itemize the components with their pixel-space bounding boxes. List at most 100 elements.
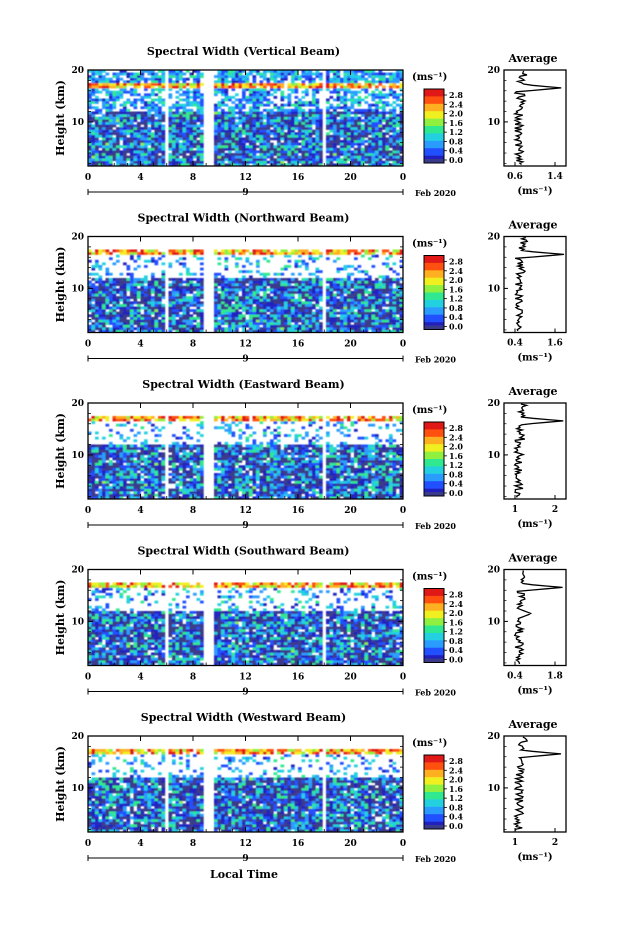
heatmap-cell bbox=[333, 309, 337, 312]
heatmap-cell bbox=[277, 108, 281, 112]
heatmap-cell bbox=[182, 293, 187, 297]
heatmap-cell bbox=[140, 319, 145, 323]
heatmap-cell bbox=[375, 322, 379, 325]
heatmap-cell bbox=[221, 285, 225, 289]
heatmap-cell bbox=[168, 134, 173, 138]
heatmap-cell bbox=[399, 278, 404, 281]
heatmap-cell bbox=[326, 290, 330, 294]
heatmap-cell bbox=[109, 290, 113, 294]
heatmap-cell bbox=[305, 265, 309, 268]
heatmap-cell bbox=[266, 249, 271, 253]
heatmap-cell bbox=[221, 311, 225, 315]
heatmap-cell bbox=[340, 106, 344, 110]
heatmap-cell bbox=[378, 327, 383, 331]
heatmap-cell bbox=[399, 85, 404, 89]
heatmap-cell bbox=[175, 150, 180, 154]
heatmap-cell bbox=[301, 290, 306, 294]
heatmap-cell bbox=[385, 298, 390, 302]
heatmap-cell bbox=[273, 75, 278, 78]
heatmap-cell bbox=[182, 114, 187, 117]
heatmap-cell bbox=[266, 142, 271, 146]
heatmap-cell bbox=[182, 80, 187, 84]
heatmap-cell bbox=[315, 155, 320, 159]
heatmap-cell bbox=[305, 114, 309, 117]
heatmap-cell bbox=[186, 267, 190, 271]
heatmap-cell bbox=[123, 290, 127, 294]
heatmap-cell bbox=[105, 314, 110, 318]
heatmap-cell bbox=[343, 124, 348, 128]
heatmap-cell bbox=[200, 311, 204, 315]
heatmap-cell bbox=[245, 153, 250, 156]
heatmap-cell bbox=[336, 316, 341, 320]
heatmap-cell bbox=[277, 158, 281, 162]
heatmap-cell bbox=[231, 322, 236, 325]
heatmap-cell bbox=[361, 155, 365, 159]
heatmap-cell bbox=[329, 116, 334, 120]
heatmap-cell bbox=[221, 140, 225, 143]
heatmap-cell bbox=[396, 150, 400, 154]
heatmap-cell bbox=[105, 290, 110, 294]
heatmap-cell bbox=[315, 72, 320, 76]
heatmap-cell bbox=[350, 129, 355, 133]
heatmap-cell bbox=[130, 155, 134, 159]
heatmap-cell bbox=[242, 77, 246, 81]
heatmap-cell bbox=[389, 306, 393, 310]
heatmap-cell bbox=[270, 254, 274, 258]
heatmap-cell bbox=[336, 82, 341, 86]
heatmap-cell bbox=[179, 306, 183, 310]
heatmap-cell bbox=[312, 103, 316, 107]
heatmap-cell bbox=[368, 127, 372, 130]
heatmap-cell bbox=[256, 88, 260, 91]
heatmap-cell bbox=[378, 90, 383, 94]
heatmap-cell bbox=[112, 85, 117, 89]
heatmap-cell bbox=[343, 280, 348, 284]
heatmap-cell bbox=[168, 142, 173, 146]
heatmap-cell bbox=[385, 311, 390, 315]
x-tick-label: 20 bbox=[344, 340, 357, 350]
heatmap-cell bbox=[399, 145, 404, 149]
heatmap-cell bbox=[200, 150, 204, 154]
heatmap-cell bbox=[186, 324, 190, 328]
heatmap-cell bbox=[91, 88, 96, 91]
heatmap-cell bbox=[340, 309, 344, 312]
heatmap-cell bbox=[158, 311, 162, 315]
heatmap-cell bbox=[105, 111, 110, 115]
heatmap-cell bbox=[385, 116, 390, 120]
heatmap-cell bbox=[347, 296, 351, 299]
heatmap-cell bbox=[308, 272, 313, 276]
heatmap-cell bbox=[133, 259, 138, 263]
heatmap-cell bbox=[252, 329, 257, 333]
heatmap-cell bbox=[385, 262, 390, 266]
heatmap-cell bbox=[242, 329, 246, 333]
heatmap-cell bbox=[301, 327, 306, 331]
heatmap-cell bbox=[266, 298, 271, 302]
heatmap-cell bbox=[371, 147, 376, 151]
heatmap-cell bbox=[298, 298, 302, 302]
heatmap-cell bbox=[214, 272, 218, 276]
heatmap-cell bbox=[252, 327, 257, 331]
heatmap-cell bbox=[126, 267, 131, 271]
heatmap-cell bbox=[354, 80, 358, 84]
heatmap-cell bbox=[280, 314, 285, 318]
heatmap-cell bbox=[235, 249, 239, 253]
colorbar-tick-label: 0.4 bbox=[449, 312, 463, 322]
heatmap-cell bbox=[382, 249, 386, 253]
heatmap-cell bbox=[312, 272, 316, 276]
heatmap-cell bbox=[224, 298, 229, 302]
heatmap-cell bbox=[385, 124, 390, 128]
heatmap-cell bbox=[133, 72, 138, 76]
heatmap-cell bbox=[329, 283, 334, 286]
heatmap-cell bbox=[123, 114, 127, 117]
heatmap-cell bbox=[245, 270, 250, 274]
heatmap-cell bbox=[144, 298, 148, 302]
heatmap-cell bbox=[368, 257, 372, 261]
heatmap-cell bbox=[399, 163, 404, 167]
heatmap-cell bbox=[182, 137, 187, 141]
heatmap-cell bbox=[340, 82, 344, 86]
heatmap-cell bbox=[312, 306, 316, 310]
x-tick-label: 0 bbox=[85, 173, 91, 183]
heatmap-cell bbox=[350, 309, 355, 312]
heatmap-cell bbox=[161, 153, 166, 156]
heatmap-cell bbox=[350, 72, 355, 76]
heatmap-cell bbox=[259, 160, 264, 164]
